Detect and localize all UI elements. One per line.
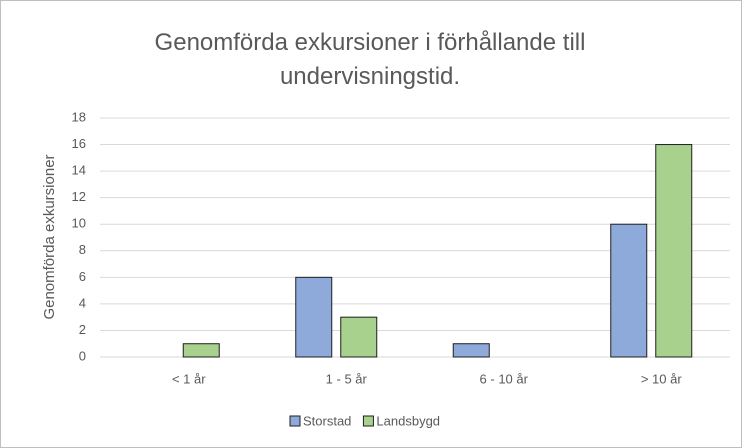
x-tick-label: < 1 år: [172, 371, 206, 386]
bar: [610, 223, 648, 358]
bar: [655, 144, 693, 358]
x-tick-label: 6 - 10 år: [480, 371, 529, 386]
legend-swatch: [289, 415, 301, 427]
x-tick-label: 1 - 5 år: [326, 371, 368, 386]
bar: [295, 276, 333, 358]
y-tick-label: 8: [79, 242, 86, 257]
y-tick-label: 14: [72, 163, 86, 178]
bar: [340, 316, 378, 358]
chart-title: Genomförda exkursioner i förhållande til…: [154, 29, 586, 90]
y-tick-label: 10: [72, 216, 86, 231]
y-tick-label: 4: [79, 295, 86, 310]
y-tick-label: 18: [72, 109, 86, 124]
legend-swatch: [362, 415, 374, 427]
bar: [452, 343, 490, 358]
y-tick-label: 12: [72, 189, 86, 204]
y-tick-label: 16: [72, 136, 86, 151]
bar: [182, 343, 220, 358]
legend-label: Storstad: [303, 413, 351, 428]
y-axis-label: Genomförda exkursioner: [41, 154, 58, 319]
y-tick-label: 0: [79, 348, 86, 363]
y-tick-label: 6: [79, 269, 86, 284]
x-tick-label: > 10 år: [641, 371, 683, 386]
y-tick-label: 2: [79, 322, 86, 337]
legend-label: Landsbygd: [376, 413, 440, 428]
